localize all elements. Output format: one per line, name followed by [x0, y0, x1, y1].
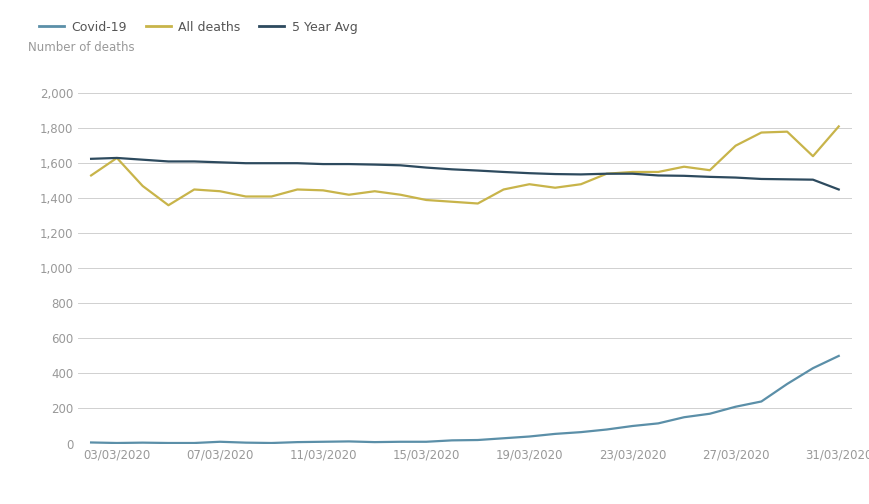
Covid-19 [369, 439, 380, 445]
All deaths [266, 194, 276, 200]
5 Year Avg [447, 166, 457, 172]
5 Year Avg [137, 157, 148, 163]
5 Year Avg [395, 162, 406, 168]
Covid-19 [627, 423, 638, 429]
All deaths [756, 130, 766, 136]
All deaths [833, 123, 844, 130]
Covid-19 [576, 429, 587, 435]
Covid-19 [421, 439, 431, 445]
All deaths [421, 197, 431, 203]
All deaths [163, 202, 174, 208]
All deaths [679, 164, 689, 170]
Covid-19 [189, 440, 200, 446]
All deaths [111, 155, 122, 161]
All deaths [576, 181, 587, 187]
All deaths [705, 167, 715, 173]
All deaths [447, 199, 457, 205]
5 Year Avg [807, 176, 818, 182]
All deaths [782, 129, 793, 135]
All deaths [137, 183, 148, 189]
Covid-19 [705, 411, 715, 417]
All deaths [524, 181, 534, 187]
5 Year Avg [705, 174, 715, 180]
5 Year Avg [627, 171, 638, 177]
5 Year Avg [111, 155, 122, 161]
Covid-19 [137, 439, 148, 446]
All deaths [601, 171, 612, 177]
5 Year Avg [241, 160, 251, 166]
5 Year Avg [369, 162, 380, 168]
Covid-19 [395, 439, 406, 445]
All deaths [730, 143, 740, 149]
Covid-19 [499, 435, 509, 442]
Covid-19 [163, 440, 174, 446]
5 Year Avg [756, 176, 766, 182]
All deaths [189, 186, 200, 193]
Covid-19 [318, 439, 328, 445]
5 Year Avg [782, 176, 793, 182]
Covid-19 [524, 433, 534, 439]
Covid-19 [241, 439, 251, 446]
5 Year Avg [189, 158, 200, 164]
5 Year Avg [215, 159, 225, 165]
All deaths [807, 153, 818, 159]
Covid-19 [215, 439, 225, 445]
All deaths [343, 192, 355, 198]
All deaths [627, 169, 638, 175]
Covid-19 [550, 431, 561, 437]
Covid-19 [833, 353, 844, 359]
All deaths [550, 184, 561, 191]
Line: 5 Year Avg: 5 Year Avg [91, 158, 839, 190]
Text: Number of deaths: Number of deaths [28, 40, 135, 53]
Covid-19 [473, 437, 483, 443]
Covid-19 [86, 439, 96, 446]
5 Year Avg [653, 172, 664, 178]
Line: All deaths: All deaths [91, 127, 839, 205]
Covid-19 [343, 438, 355, 445]
All deaths [215, 188, 225, 194]
5 Year Avg [473, 167, 483, 173]
All deaths [292, 186, 302, 193]
All deaths [653, 169, 664, 175]
5 Year Avg [499, 169, 509, 175]
All deaths [395, 192, 406, 198]
Covid-19 [111, 440, 122, 446]
Covid-19 [601, 426, 612, 432]
5 Year Avg [833, 186, 844, 193]
5 Year Avg [576, 171, 587, 177]
5 Year Avg [421, 165, 431, 171]
5 Year Avg [601, 171, 612, 177]
5 Year Avg [343, 161, 355, 167]
5 Year Avg [163, 158, 174, 164]
Covid-19 [653, 420, 664, 426]
5 Year Avg [730, 174, 740, 180]
5 Year Avg [524, 170, 534, 176]
5 Year Avg [679, 173, 689, 179]
All deaths [318, 187, 328, 194]
Covid-19 [756, 399, 766, 405]
Covid-19 [782, 381, 793, 387]
Line: Covid-19: Covid-19 [91, 356, 839, 443]
5 Year Avg [550, 171, 561, 177]
All deaths [369, 188, 380, 194]
All deaths [499, 186, 509, 193]
All deaths [241, 194, 251, 200]
Covid-19 [266, 440, 276, 446]
5 Year Avg [318, 161, 328, 167]
5 Year Avg [86, 156, 96, 162]
All deaths [86, 172, 96, 178]
Covid-19 [730, 404, 740, 410]
Covid-19 [292, 439, 302, 445]
All deaths [473, 201, 483, 207]
5 Year Avg [266, 160, 276, 166]
Covid-19 [447, 437, 457, 444]
5 Year Avg [292, 160, 302, 166]
Covid-19 [807, 365, 818, 371]
Legend: Covid-19, All deaths, 5 Year Avg: Covid-19, All deaths, 5 Year Avg [34, 16, 362, 39]
Covid-19 [679, 414, 689, 420]
